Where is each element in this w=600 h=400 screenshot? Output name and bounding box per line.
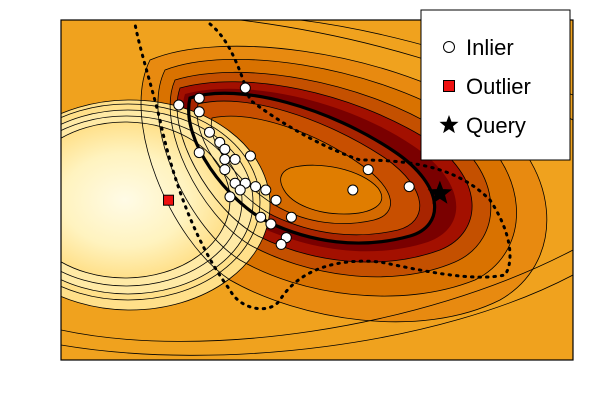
legend-outlier-label: Outlier — [466, 74, 531, 99]
inlier-point-8 — [219, 153, 231, 165]
inlier-point-15 — [250, 181, 262, 193]
inlier-point-20 — [265, 218, 277, 230]
legend: Inlier Outlier Query — [420, 9, 571, 161]
inlier-point-4 — [203, 126, 215, 138]
plot-frame — [60, 19, 574, 361]
inlier-point-10 — [244, 150, 256, 162]
inlier-point-3 — [239, 82, 251, 94]
inlier-point-2 — [193, 106, 205, 118]
inlier-point-21 — [285, 211, 297, 223]
inlier-point-0 — [173, 99, 185, 111]
dotted-boundary — [133, 22, 512, 311]
inlier-point-9 — [229, 153, 241, 165]
legend-inlier-label: Inlier — [466, 35, 514, 60]
inlier-point-1 — [193, 92, 205, 104]
inlier-point-19 — [255, 211, 267, 223]
inlier-point-18 — [270, 194, 282, 206]
inlier-point-6 — [219, 143, 231, 155]
legend-query-marker — [439, 115, 459, 134]
inlier-point-7 — [193, 147, 205, 159]
inlier-point-11 — [219, 164, 231, 176]
inlier-point-26 — [403, 181, 415, 193]
legend-query-label: Query — [466, 113, 526, 138]
inlier-point-23 — [275, 238, 287, 250]
inlier-point-24 — [347, 184, 359, 196]
data-markers — [163, 82, 453, 250]
inlier-point-17 — [224, 191, 236, 203]
contour-lines — [61, 20, 573, 356]
inlier-point-14 — [234, 184, 246, 196]
legend-inlier-marker — [443, 41, 455, 53]
outlier-point-0 — [163, 194, 175, 206]
query-point-0 — [427, 180, 453, 204]
inlier-point-25 — [362, 164, 374, 176]
legend-outlier-marker — [443, 80, 455, 92]
inlier-point-16 — [260, 184, 272, 196]
